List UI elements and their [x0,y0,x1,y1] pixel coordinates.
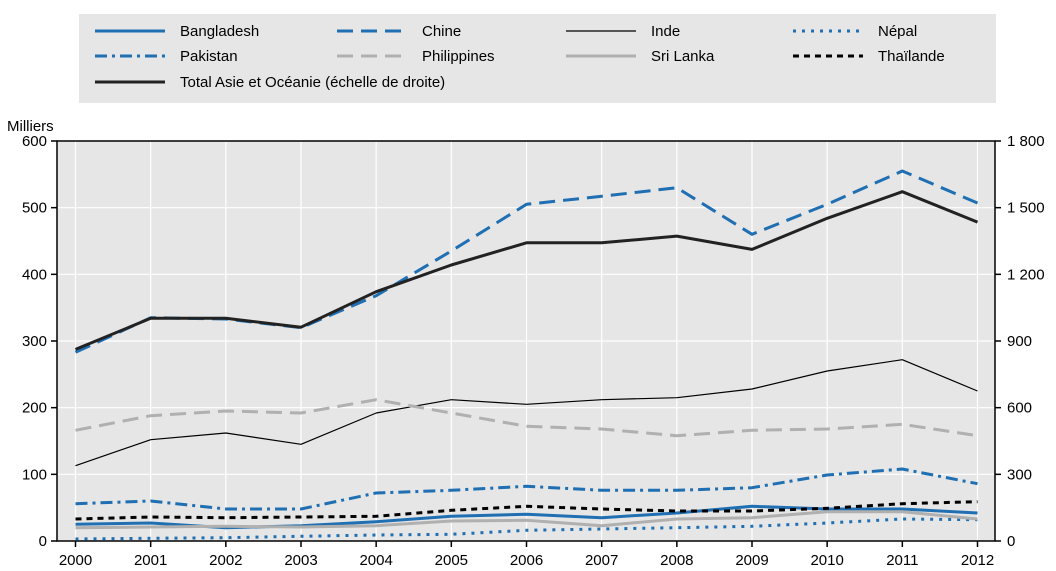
x-tick-label: 2003 [284,552,317,569]
legend-label-bangladesh: Bangladesh [180,23,259,40]
legend-label-thailande: Thaïlande [878,48,945,65]
y-right-tick-label: 1 200 [1007,266,1045,283]
x-tick-label: 2012 [961,552,994,569]
y-left-tick-label: 400 [22,266,47,283]
y-left-tick-label: 100 [22,466,47,483]
series-line-nepal [75,517,978,541]
x-tick-label: 2011 [886,552,918,569]
y-left-tick-label: 600 [22,133,47,150]
x-tick-label: 2004 [359,552,392,569]
x-tick-label: 2007 [585,552,618,569]
y-left-tick-label: 300 [22,333,47,350]
y-left-tick-label: 200 [22,400,47,417]
legend-label-nepal: Népal [878,23,917,40]
legend-label-inde: Inde [651,23,680,40]
y-right-tick-label: 1 800 [1007,133,1045,150]
x-tick-label: 2000 [59,552,92,569]
y-left-tick-label: 0 [39,533,47,550]
x-tick-label: 2001 [134,552,167,569]
series-line-total-asie-et-oceanie-echelle-de-droite [74,190,979,351]
x-tick-label: 2009 [735,552,768,569]
y-left-unit-label: Milliers [7,118,54,135]
x-tick-label: 2008 [660,552,693,569]
series-line-pakistan [75,467,978,511]
legend-label-chine: Chine [422,23,461,40]
y-right-tick-label: 300 [1007,466,1032,483]
series-line-sri-lanka [75,510,978,530]
y-right-tick-label: 600 [1007,400,1032,417]
x-tick-label: 2005 [435,552,468,569]
x-tick-label: 2002 [209,552,242,569]
legend-label-philippines: Philippines [422,48,495,65]
y-right-tick-label: 900 [1007,333,1032,350]
series-line-philippines [75,398,978,438]
legend-panel [79,14,996,103]
y-left-tick-label: 500 [22,200,47,217]
series-line-thailande [75,500,978,521]
y-right-tick-label: 0 [1007,533,1015,550]
x-tick-label: 2006 [510,552,543,569]
y-right-tick-label: 1 500 [1007,200,1045,217]
legend-label-pakistan: Pakistan [180,48,238,65]
legend-label-total-asie-et-oceanie-echelle-de-droite: Total Asie et Océanie (échelle de droite… [180,74,445,91]
series-line-inde [75,359,978,467]
x-tick-label: 2010 [810,552,843,569]
legend-label-sri-lanka: Sri Lanka [651,48,715,65]
